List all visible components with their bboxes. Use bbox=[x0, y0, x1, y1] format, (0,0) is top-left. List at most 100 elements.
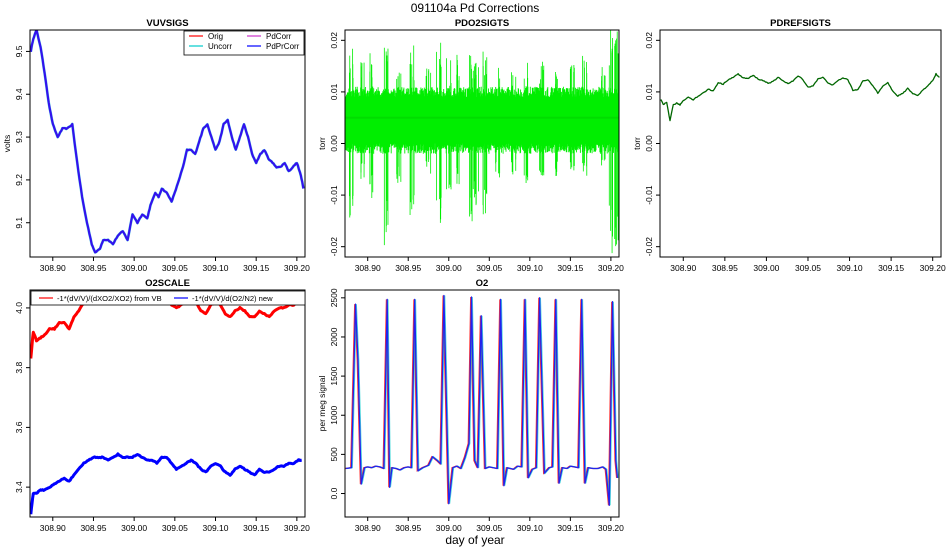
series-line bbox=[660, 72, 940, 122]
y-tick-label: 1500 bbox=[329, 366, 339, 385]
x-tick-label: 309.05 bbox=[162, 523, 188, 533]
y-tick-label: 9.4 bbox=[14, 88, 24, 100]
plot-frame bbox=[29, 289, 306, 518]
panel-o2: O2 308.90 308.95 309.00 309.05 309.10 309.15 30… bbox=[317, 278, 624, 533]
x-tick-label: 308.95 bbox=[80, 263, 106, 273]
plot-area bbox=[30, 291, 303, 515]
x-tick-label: 309.10 bbox=[517, 523, 543, 533]
series-line bbox=[30, 30, 305, 254]
y-tick-label: 9.1 bbox=[14, 217, 24, 229]
x-tick-label: 308.95 bbox=[395, 263, 421, 273]
panel-title: VUVSIGS bbox=[146, 18, 188, 29]
x-tick-label: 309.10 bbox=[837, 263, 863, 273]
x-tick-label: 309.20 bbox=[284, 263, 310, 273]
x-tick-label: 308.95 bbox=[395, 523, 421, 533]
panel-title: PDO2SIGTS bbox=[455, 18, 509, 29]
plot-frame bbox=[344, 289, 620, 518]
x-tick-label: 309.00 bbox=[753, 263, 779, 273]
legend-label: Orig bbox=[208, 32, 223, 41]
y-tick-label: 500 bbox=[329, 447, 339, 461]
y-tick-label: -0.02 bbox=[329, 237, 339, 257]
panel-title: O2 bbox=[476, 278, 489, 289]
x-tick-label: 309.05 bbox=[162, 263, 188, 273]
panel-pdrefsigts: PDREFSIGTS 308.90 308.95 309.00 309.05 309.10… bbox=[632, 18, 946, 273]
figure-xlabel: day of year bbox=[445, 533, 504, 547]
y-tick-label: -0.01 bbox=[644, 185, 654, 205]
plot-frame bbox=[659, 29, 942, 258]
y-tick-label: 3.8 bbox=[14, 361, 24, 373]
series-baseline bbox=[345, 116, 619, 119]
y-tick-label: 1000 bbox=[329, 406, 339, 425]
x-tick-label: 309.20 bbox=[920, 263, 946, 273]
y-tick-label: -0.02 bbox=[644, 237, 654, 257]
x-tick-label: 309.00 bbox=[121, 263, 147, 273]
y-tick-label: 0.02 bbox=[329, 32, 339, 49]
x-tick-label: 309.05 bbox=[476, 523, 502, 533]
x-tick-label: 309.10 bbox=[517, 263, 543, 273]
y-tick-label: 9.2 bbox=[14, 174, 24, 186]
x-tick-label: 309.20 bbox=[598, 263, 624, 273]
chart-panels: VUVSIGS 308.90 308.95 309.00 309.05 309.10 309… bbox=[2, 18, 946, 533]
x-tick-label: 308.95 bbox=[712, 263, 738, 273]
panel-o2scale: O2SCALE 308.90 308.95 309.00 309.05 309.10 309… bbox=[14, 278, 310, 533]
plot-frame bbox=[29, 29, 306, 258]
x-tick-label: 309.15 bbox=[557, 263, 583, 273]
x-tick-label: 309.15 bbox=[243, 523, 269, 533]
x-tick-label: 309.10 bbox=[203, 523, 229, 533]
y-tick-label: 2000 bbox=[329, 327, 339, 346]
x-tick-label: 309.15 bbox=[243, 263, 269, 273]
legend-label: PdPrCorr bbox=[266, 42, 300, 51]
y-tick-label: -0.01 bbox=[329, 185, 339, 205]
plot-area bbox=[345, 30, 619, 254]
y-tick-label: 4.0 bbox=[14, 302, 24, 314]
series-line bbox=[30, 452, 303, 515]
x-tick-label: 308.90 bbox=[670, 263, 696, 273]
y-tick-label: 2500 bbox=[329, 288, 339, 307]
y-tick-label: 0.01 bbox=[329, 83, 339, 100]
panel-title: O2SCALE bbox=[145, 278, 190, 289]
x-tick-label: 308.90 bbox=[355, 523, 381, 533]
y-tick-label: 3.4 bbox=[14, 481, 24, 493]
plot-frame bbox=[344, 29, 620, 258]
y-tick-label: 0.01 bbox=[644, 83, 654, 100]
figure-title: 091104a Pd Corrections bbox=[411, 1, 540, 15]
y-tick-label: 0.00 bbox=[329, 135, 339, 152]
y-tick-label: 0.02 bbox=[644, 32, 654, 49]
x-tick-label: 309.00 bbox=[121, 523, 147, 533]
legend-box bbox=[30, 290, 306, 306]
legend-label: Uncorr bbox=[208, 42, 232, 51]
x-tick-label: 309.20 bbox=[284, 523, 310, 533]
plot-area bbox=[30, 30, 305, 254]
x-tick-label: 309.05 bbox=[795, 263, 821, 273]
y-tick-label: 9.5 bbox=[14, 45, 24, 57]
x-tick-label: 309.00 bbox=[436, 263, 462, 273]
panel-pdo2sigts: PDO2SIGTS 308.90 308.95 309.00 309.05 309.10 3… bbox=[317, 18, 624, 273]
y-axis-label: torr bbox=[632, 137, 642, 150]
x-tick-label: 309.15 bbox=[557, 523, 583, 533]
x-tick-label: 308.90 bbox=[355, 263, 381, 273]
legend-label: PdCorr bbox=[266, 32, 292, 41]
y-axis-label: torr bbox=[317, 137, 327, 150]
y-tick-label: 9.3 bbox=[14, 131, 24, 143]
x-tick-label: 309.20 bbox=[598, 523, 624, 533]
y-tick-label: 0.0 bbox=[329, 487, 339, 499]
plot-area bbox=[345, 294, 619, 506]
x-tick-label: 309.00 bbox=[436, 523, 462, 533]
plot-area bbox=[660, 72, 940, 122]
x-tick-label: 309.10 bbox=[203, 263, 229, 273]
series-line bbox=[345, 294, 619, 506]
x-tick-label: 309.15 bbox=[878, 263, 904, 273]
legend-label: -1*(dV/V)/d(O2/N2) new bbox=[192, 294, 273, 303]
x-tick-label: 308.90 bbox=[40, 523, 66, 533]
x-tick-label: 308.90 bbox=[40, 263, 66, 273]
y-tick-label: 0.00 bbox=[644, 135, 654, 152]
y-axis-label: volts bbox=[2, 135, 12, 152]
legend-box bbox=[183, 30, 305, 56]
panel-title: PDREFSIGTS bbox=[770, 18, 831, 29]
x-tick-label: 309.05 bbox=[476, 263, 502, 273]
series-line-uncorr bbox=[30, 30, 305, 254]
y-axis-label: per meg signal bbox=[317, 376, 327, 432]
panel-vuvsigs: VUVSIGS 308.90 308.95 309.00 309.05 309.10 309… bbox=[2, 18, 310, 273]
x-tick-label: 308.95 bbox=[80, 523, 106, 533]
